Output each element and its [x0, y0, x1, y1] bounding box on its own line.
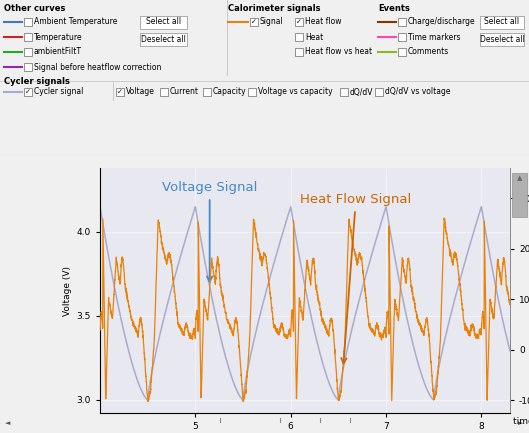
Text: Heat flow: Heat flow: [305, 17, 342, 26]
Bar: [140, 32, 187, 45]
Bar: [203, 88, 211, 96]
Text: Current: Current: [170, 87, 199, 97]
Bar: [250, 18, 258, 26]
Text: Temperature: Temperature: [34, 32, 83, 42]
Text: Select all: Select all: [146, 17, 181, 26]
Text: ▲: ▲: [517, 175, 523, 181]
Text: Charge/discharge: Charge/discharge: [408, 17, 476, 26]
Text: ambientFiltT: ambientFiltT: [34, 48, 82, 56]
Bar: [398, 18, 406, 26]
Text: Ambient Temperature: Ambient Temperature: [34, 17, 117, 26]
Text: Other curves: Other curves: [4, 4, 66, 13]
Bar: [24, 63, 32, 71]
Bar: [295, 18, 303, 26]
Text: Voltage vs capacity: Voltage vs capacity: [258, 87, 333, 97]
Bar: [24, 88, 32, 96]
Text: ►: ►: [518, 420, 524, 426]
Text: Deselect all: Deselect all: [141, 35, 186, 43]
Bar: [398, 33, 406, 41]
Text: Heat flow vs heat: Heat flow vs heat: [305, 48, 372, 56]
Text: Deselect all: Deselect all: [480, 35, 524, 43]
Bar: [160, 88, 168, 96]
Text: Voltage Signal: Voltage Signal: [162, 181, 257, 282]
Text: Heat: Heat: [305, 32, 323, 42]
Text: ✓: ✓: [251, 19, 257, 25]
Bar: [480, 16, 524, 29]
Bar: [398, 48, 406, 56]
Text: Voltage: Voltage: [126, 87, 155, 97]
Text: dQ/dV: dQ/dV: [350, 87, 373, 97]
Bar: [140, 16, 187, 29]
Bar: [24, 48, 32, 56]
Text: Cycler signal: Cycler signal: [34, 87, 84, 97]
Text: ✓: ✓: [296, 19, 302, 25]
Text: dQ/dV vs voltage: dQ/dV vs voltage: [385, 87, 451, 97]
Y-axis label: Voltage (V): Voltage (V): [63, 265, 72, 316]
Text: Calorimeter signals: Calorimeter signals: [228, 4, 321, 13]
Bar: [295, 48, 303, 56]
Text: Select all: Select all: [485, 17, 519, 26]
Text: ✓: ✓: [117, 89, 123, 95]
Bar: [116, 88, 124, 96]
Text: ✓: ✓: [25, 89, 31, 95]
Text: Capacity: Capacity: [213, 87, 247, 97]
Bar: [513, 173, 527, 217]
Text: Events: Events: [378, 4, 410, 13]
Bar: [480, 32, 524, 45]
Text: time, day: time, day: [513, 417, 529, 427]
Bar: [375, 88, 383, 96]
Bar: [24, 18, 32, 26]
Bar: [248, 88, 256, 96]
Text: ◄: ◄: [5, 420, 11, 426]
Text: Heat Flow Signal: Heat Flow Signal: [300, 194, 412, 363]
Bar: [295, 33, 303, 41]
Text: Cycler signals: Cycler signals: [4, 77, 70, 86]
Text: Signal before heatflow correction: Signal before heatflow correction: [34, 62, 161, 71]
Bar: [340, 88, 348, 96]
Text: Time markers: Time markers: [408, 32, 461, 42]
Bar: [24, 33, 32, 41]
Text: Comments: Comments: [408, 48, 449, 56]
Text: Signal: Signal: [260, 17, 284, 26]
